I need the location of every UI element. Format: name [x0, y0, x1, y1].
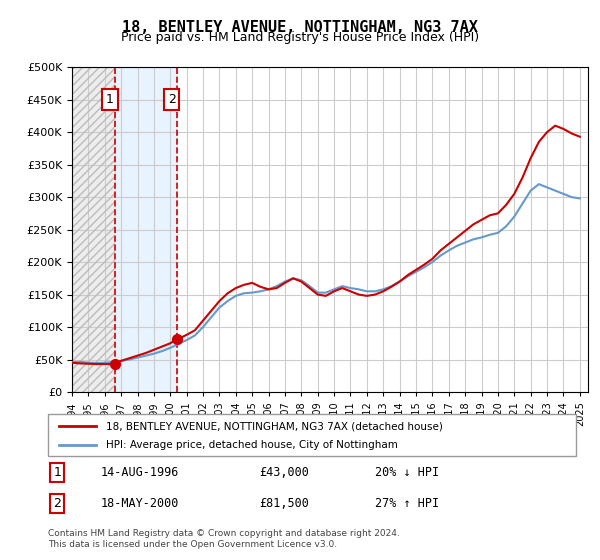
Text: 20% ↓ HPI: 20% ↓ HPI — [376, 466, 439, 479]
Bar — [72, 67, 115, 392]
Bar — [115, 67, 176, 392]
Text: HPI: Average price, detached house, City of Nottingham: HPI: Average price, detached house, City… — [106, 440, 398, 450]
Text: 18, BENTLEY AVENUE, NOTTINGHAM, NG3 7AX: 18, BENTLEY AVENUE, NOTTINGHAM, NG3 7AX — [122, 20, 478, 35]
Text: £43,000: £43,000 — [259, 466, 309, 479]
Text: 1: 1 — [53, 466, 61, 479]
Text: 18-MAY-2000: 18-MAY-2000 — [101, 497, 179, 510]
Text: 18, BENTLEY AVENUE, NOTTINGHAM, NG3 7AX (detached house): 18, BENTLEY AVENUE, NOTTINGHAM, NG3 7AX … — [106, 421, 443, 431]
Text: Price paid vs. HM Land Registry's House Price Index (HPI): Price paid vs. HM Land Registry's House … — [121, 31, 479, 44]
Text: 14-AUG-1996: 14-AUG-1996 — [101, 466, 179, 479]
FancyBboxPatch shape — [48, 414, 576, 456]
Text: £81,500: £81,500 — [259, 497, 309, 510]
Bar — [72, 67, 115, 392]
Text: Contains HM Land Registry data © Crown copyright and database right 2024.
This d: Contains HM Land Registry data © Crown c… — [48, 529, 400, 549]
Text: 2: 2 — [167, 93, 176, 106]
Text: 2: 2 — [53, 497, 61, 510]
Text: 1: 1 — [106, 93, 114, 106]
Text: 27% ↑ HPI: 27% ↑ HPI — [376, 497, 439, 510]
